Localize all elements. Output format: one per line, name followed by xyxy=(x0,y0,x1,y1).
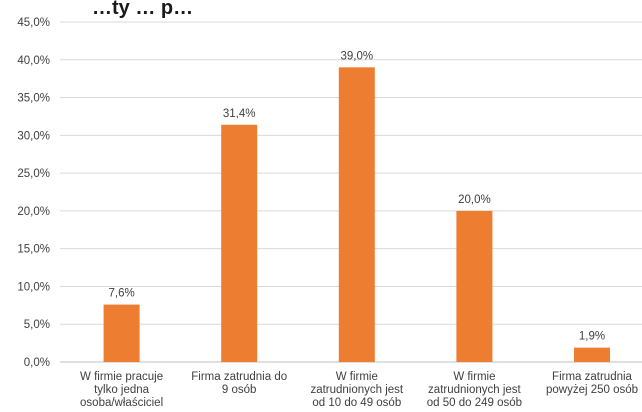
y-tick-label: 30,0% xyxy=(17,130,50,142)
y-tick-label: 0,0% xyxy=(24,357,50,369)
y-tick-label: 5,0% xyxy=(24,319,50,331)
x-tick-label: Firma zatrudnia powyżej 250 osób xyxy=(546,371,638,396)
x-tick-label: W firmie zatrudnionych jest od 50 do 249 o… xyxy=(427,371,522,409)
data-label: 39,0% xyxy=(340,50,373,62)
data-label: 20,0% xyxy=(458,194,491,206)
bar xyxy=(221,124,258,362)
data-label: 31,4% xyxy=(223,108,256,120)
y-tick-label: 10,0% xyxy=(17,281,50,293)
y-tick-label: 20,0% xyxy=(17,206,50,218)
data-label: 1,9% xyxy=(579,331,605,343)
data-labels: 7,6% 31,4% 39,0% 20,0% 1,9% xyxy=(108,50,605,342)
y-tick-label: 45,0% xyxy=(17,17,50,29)
chart-title: …ty … p… xyxy=(92,0,193,19)
bar xyxy=(456,210,493,362)
x-tick-label: W firmie pracuje tylko jedna osoba/właścic… xyxy=(80,371,163,409)
bar xyxy=(103,304,140,362)
bar xyxy=(574,347,610,362)
y-tick-label: 40,0% xyxy=(17,55,50,67)
x-tick-label: W firmie zatrudnionych jest od 10 do 49 os… xyxy=(310,371,403,409)
y-tick-label: 35,0% xyxy=(17,93,50,105)
bar xyxy=(338,67,375,362)
bars xyxy=(103,67,610,362)
data-label: 7,6% xyxy=(108,288,134,300)
category-labels: W firmie pracuje tylko jedna osoba/właścic… xyxy=(80,371,638,409)
y-axis-ticks: 0,0% 5,0% 10,0% 15,0% 20,0% 25,0% 30,0% 35,0% 40… xyxy=(17,17,50,369)
y-tick-label: 25,0% xyxy=(17,168,50,180)
y-tick-label: 15,0% xyxy=(17,244,50,256)
x-tick-label: Firma zatrudnia do 9 osób xyxy=(191,371,287,396)
